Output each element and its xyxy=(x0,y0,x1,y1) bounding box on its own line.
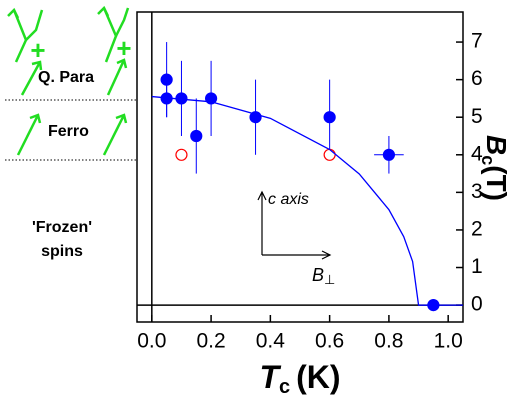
y-tick-label: 2 xyxy=(471,217,483,240)
x-axis-label: T xyxy=(259,359,281,395)
data-point xyxy=(323,148,336,161)
y-tick-label: 3 xyxy=(471,180,483,203)
annotation: B xyxy=(312,265,324,285)
data-point xyxy=(382,148,396,161)
y-tick-label: 6 xyxy=(471,67,483,90)
plot-frame xyxy=(136,11,464,323)
annotation: ⊥ xyxy=(324,272,335,287)
spin-arrows xyxy=(7,5,130,156)
plus-sign: + xyxy=(30,35,45,65)
x-axis-label: (K) xyxy=(296,359,340,395)
x-tick-label: 0.4 xyxy=(256,330,286,353)
y-tick-label: 0 xyxy=(471,293,483,316)
y-tick-label: 5 xyxy=(471,105,483,128)
y-axis-label: c xyxy=(478,155,498,165)
y-axis-label: B xyxy=(481,135,512,155)
data-point xyxy=(323,111,336,124)
x-tick-label: 0.0 xyxy=(137,330,166,353)
x-tick-label: 0.8 xyxy=(374,330,403,353)
y-tick-label: 1 xyxy=(471,255,483,278)
annotation: B⊥ xyxy=(312,265,335,288)
y-tick-label: 4 xyxy=(471,142,483,165)
phase-label: Ferro xyxy=(48,123,89,140)
annotation: c axis xyxy=(268,191,309,208)
x-axis-label: c xyxy=(279,376,290,398)
data-point xyxy=(175,148,188,161)
phase-label: 'Frozen' xyxy=(32,219,92,236)
x-tick-label: 1.0 xyxy=(434,330,463,353)
y-tick-label: 7 xyxy=(471,30,483,53)
y-axis-label: (T) xyxy=(481,165,512,201)
y-axis-label: Bc(T) xyxy=(478,135,511,201)
phase-label: Q. Para xyxy=(38,69,94,86)
x-tick-label: 0.6 xyxy=(315,330,344,353)
phase-label: spins xyxy=(41,243,83,260)
data-point xyxy=(190,129,203,143)
x-axis-label: Tc (K) xyxy=(259,359,340,398)
fit-curve xyxy=(151,95,463,306)
plus-sign: + xyxy=(116,33,131,63)
axis-arrows xyxy=(257,190,332,260)
x-tick-label: 0.2 xyxy=(196,330,225,353)
